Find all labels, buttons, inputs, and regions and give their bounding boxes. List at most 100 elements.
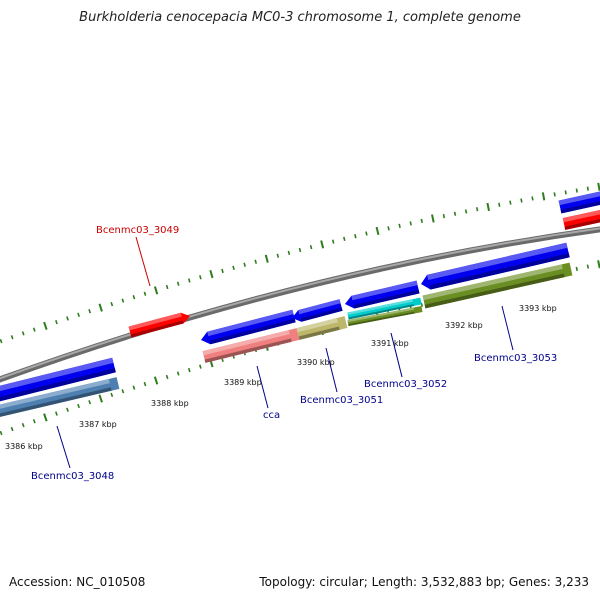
minor-tick — [331, 239, 335, 244]
Bcenmc03_3052-callout — [390, 332, 403, 378]
Bcenmc03_3048-glyph[interactable] — [0, 357, 116, 404]
minor-tick — [121, 389, 125, 394]
scale-label-3393: 3393 kbp — [519, 304, 557, 313]
minor-tick — [132, 295, 136, 300]
Bcenmc03_3052-glyph[interactable] — [344, 280, 420, 311]
major-tick — [597, 260, 600, 269]
minor-tick — [575, 188, 578, 193]
Bcenmc03_3052-protein-glyph[interactable] — [347, 297, 422, 320]
major-tick — [486, 202, 490, 212]
minor-tick — [176, 371, 180, 376]
minor-tick — [453, 211, 457, 216]
major-tick — [98, 303, 103, 312]
minor-tick — [343, 236, 346, 242]
minor-tick — [475, 207, 479, 212]
Bcenmc03_3048-protein-glyph[interactable] — [0, 377, 120, 419]
accession-text: Accession: NC_010508 — [9, 575, 146, 589]
Bcenmc03_3049-glyph[interactable] — [128, 311, 192, 338]
major-tick — [375, 226, 380, 236]
minor-tick — [110, 392, 114, 398]
backbone — [0, 226, 600, 383]
minor-tick — [121, 298, 125, 303]
minor-tick — [32, 419, 36, 424]
Bcenmc03_3048-callout — [56, 425, 71, 469]
gene-label-Bcenmc03_3052[interactable]: Bcenmc03_3052 — [364, 379, 447, 390]
Bcenmc03_3051-protein-glyph[interactable] — [296, 316, 348, 340]
minor-tick — [165, 284, 169, 290]
minor-tick — [88, 400, 92, 405]
minor-tick — [10, 335, 14, 340]
scale-label-3389: 3389 kbp — [224, 378, 262, 387]
gene-label-Bcenmc03_3053[interactable]: Bcenmc03_3053 — [474, 353, 557, 364]
minor-tick — [187, 367, 191, 373]
minor-tick — [143, 291, 147, 296]
Bcenmc03_3053-glyph[interactable] — [419, 242, 570, 292]
minor-tick — [365, 231, 368, 236]
minor-tick — [553, 192, 556, 197]
minor-tick — [420, 218, 423, 224]
minor-tick — [88, 309, 92, 314]
minor-tick — [132, 385, 136, 390]
major-tick — [153, 376, 159, 385]
major-tick — [264, 254, 269, 263]
minor-tick — [77, 403, 80, 409]
cca-glyph[interactable] — [199, 309, 296, 347]
next-forward-gene-glyph[interactable] — [562, 208, 600, 230]
minor-tick — [55, 411, 58, 416]
minor-tick — [387, 226, 390, 231]
scale-label-3391: 3391 kbp — [371, 339, 409, 348]
minor-tick — [254, 259, 258, 264]
minor-tick — [442, 213, 446, 219]
minor-tick — [10, 426, 14, 432]
minor-tick — [187, 278, 191, 283]
major-tick — [209, 269, 214, 279]
gene-label-cca[interactable]: cca — [263, 410, 280, 421]
minor-tick — [165, 374, 169, 380]
minor-tick — [531, 196, 534, 201]
next-reverse-gene-glyph[interactable] — [558, 189, 600, 214]
minor-tick — [143, 381, 147, 387]
minor-tick — [298, 247, 302, 253]
scale-label-3386: 3386 kbp — [5, 442, 43, 451]
minor-tick — [199, 275, 202, 280]
major-tick — [98, 394, 103, 403]
minor-tick — [586, 264, 590, 269]
Bcenmc03_3051-glyph[interactable] — [290, 299, 343, 324]
genome-summary-text: Topology: circular; Length: 3,532,883 bp… — [259, 575, 589, 589]
minor-tick — [509, 200, 512, 205]
feature-track — [0, 189, 600, 419]
minor-tick — [409, 221, 412, 226]
gene-label-Bcenmc03_3049[interactable]: Bcenmc03_3049 — [96, 225, 179, 236]
minor-tick — [354, 234, 357, 239]
major-tick — [153, 286, 159, 295]
minor-tick — [398, 223, 401, 228]
minor-tick — [276, 253, 280, 258]
minor-tick — [0, 338, 3, 344]
minor-tick — [464, 209, 468, 214]
gene-label-Bcenmc03_3051[interactable]: Bcenmc03_3051 — [300, 395, 383, 406]
callout-lines — [56, 236, 514, 469]
minor-tick — [110, 301, 114, 307]
minor-tick — [66, 407, 69, 412]
minor-tick — [520, 198, 523, 203]
Bcenmc03_3052-protein-band-glyph[interactable] — [347, 306, 423, 326]
major-tick — [431, 214, 435, 223]
minor-tick — [66, 316, 69, 321]
scale-label-3392: 3392 kbp — [445, 321, 483, 330]
cca-protein-glyph[interactable] — [202, 328, 300, 363]
map-title: Burkholderia cenocepacia MC0-3 chromosom… — [79, 10, 521, 25]
Bcenmc03_3049-callout — [135, 236, 151, 287]
scale-label-3388: 3388 kbp — [151, 399, 189, 408]
gene-label-Bcenmc03_3048[interactable]: Bcenmc03_3048 — [31, 471, 114, 482]
minor-tick — [221, 268, 224, 274]
Bcenmc03_3053-protein-glyph[interactable] — [422, 262, 573, 309]
major-tick — [43, 321, 48, 330]
scale-label-3390: 3390 kbp — [297, 358, 335, 367]
scale-label-3387: 3387 kbp — [79, 420, 117, 429]
forward-tick-track — [0, 182, 600, 344]
scale-labels: 3386 kbp 3387 kbp 3388 kbp 3389 kbp 3390 kbp… — [5, 304, 557, 451]
minor-tick — [55, 319, 58, 325]
minor-tick — [586, 186, 589, 191]
minor-tick — [32, 327, 36, 332]
